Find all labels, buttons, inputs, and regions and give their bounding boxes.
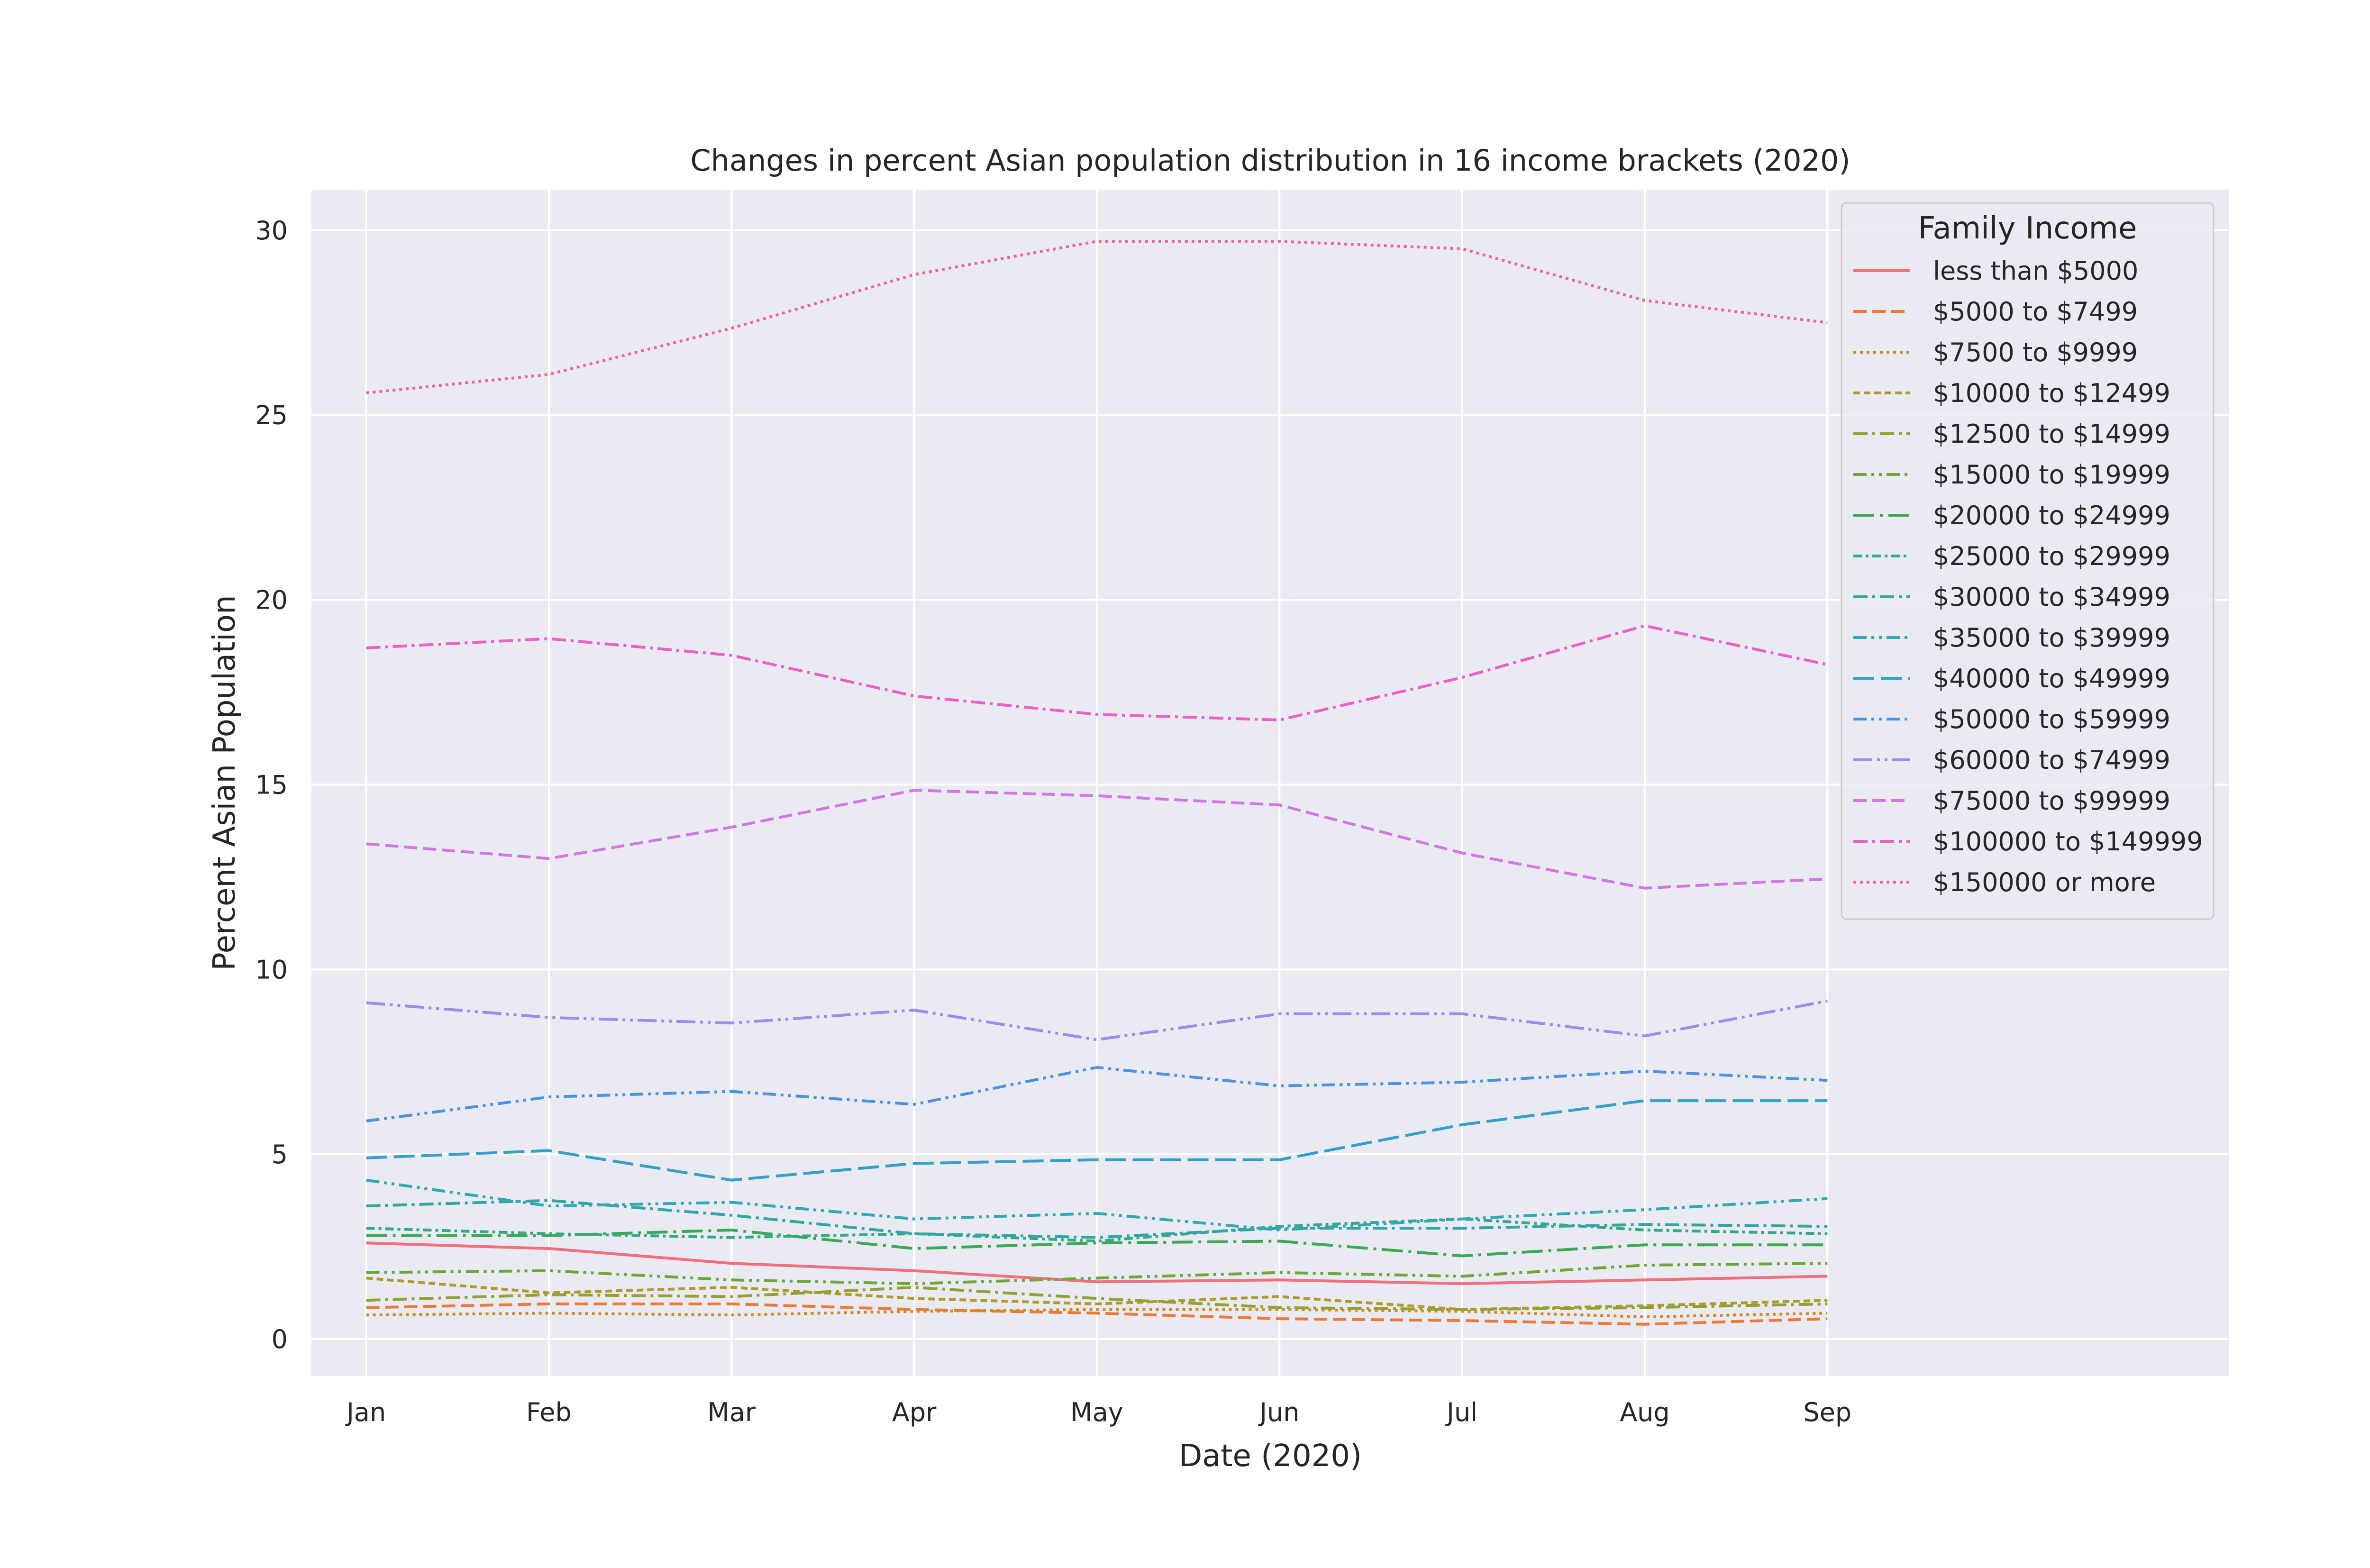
- legend-label-10: $40000 to $49999: [1933, 664, 2170, 693]
- legend-label-4: $12500 to $14999: [1933, 419, 2170, 449]
- legend-label-15: $150000 or more: [1933, 867, 2156, 897]
- series-line-1: [366, 1302, 1828, 1326]
- y-tick-label: 10: [255, 955, 288, 985]
- series-line-3: [366, 1276, 1828, 1311]
- legend-label-3: $10000 to $12499: [1933, 378, 2170, 408]
- y-tick-label: 30: [255, 216, 288, 246]
- series-layer: [366, 240, 1828, 1326]
- legend-items: less than $5000 $5000 to $7499 $7500 to $9…: [1853, 256, 2203, 897]
- legend-label-7: $25000 to $29999: [1933, 541, 2170, 571]
- legend-label-13: $75000 to $99999: [1933, 786, 2170, 816]
- x-tick-label: Jan: [345, 1397, 386, 1427]
- y-tick-label: 15: [255, 770, 288, 800]
- legend-label-11: $50000 to $59999: [1933, 704, 2170, 734]
- x-tick-label: Mar: [707, 1397, 756, 1427]
- x-tick-label: May: [1070, 1397, 1123, 1427]
- series-line-2: [366, 1308, 1828, 1319]
- series-line-5: [366, 1262, 1828, 1285]
- y-tick-label: 25: [255, 401, 288, 430]
- x-tick-label: Apr: [892, 1397, 937, 1427]
- series-line-14: [366, 624, 1828, 721]
- y-tick-labels: 0 5 10 15 20 25 30: [255, 216, 288, 1354]
- y-tick-label: 20: [255, 585, 288, 615]
- series-line-12: [366, 999, 1828, 1041]
- legend-label-5: $15000 to $19999: [1933, 460, 2170, 490]
- series-line-11: [366, 1066, 1828, 1122]
- x-tick-label: Jun: [1258, 1397, 1299, 1427]
- y-tick-label: 5: [272, 1140, 288, 1169]
- y-axis-label: Percent Asian Population: [207, 595, 242, 970]
- x-axis-label: Date (2020): [1179, 1439, 1362, 1474]
- legend-label-14: $100000 to $149999: [1933, 827, 2203, 857]
- legend-box: [1841, 202, 2215, 920]
- legend-label-6: $20000 to $24999: [1933, 501, 2170, 530]
- x-tick-labels: Jan Feb Mar Apr May Jun Jul Aug Sep: [345, 1397, 1851, 1427]
- series-line-4: [366, 1285, 1828, 1311]
- legend-title: Family Income: [1918, 211, 2137, 246]
- series-line-10: [366, 1099, 1828, 1182]
- series-line-15: [366, 240, 1828, 394]
- x-tick-label: Feb: [526, 1397, 572, 1427]
- y-tick-label: 0: [272, 1324, 288, 1354]
- series-line-7: [366, 1217, 1828, 1243]
- series-line-0: [366, 1241, 1828, 1285]
- legend-label-2: $7500 to $9999: [1933, 337, 2138, 367]
- legend-label-8: $30000 to $34999: [1933, 582, 2170, 612]
- x-tick-label: Jul: [1445, 1397, 1477, 1427]
- legend-label-0: less than $5000: [1933, 256, 2138, 286]
- legend-label-1: $5000 to $7499: [1933, 297, 2138, 327]
- series-line-9: [366, 1178, 1828, 1231]
- legend: Family Income less than $5000 $5000 to $7…: [1841, 202, 2215, 920]
- series-line-6: [366, 1229, 1828, 1258]
- x-tick-label: Aug: [1620, 1397, 1669, 1427]
- x-tick-label: Sep: [1803, 1397, 1851, 1427]
- legend-label-9: $35000 to $39999: [1933, 623, 2170, 653]
- series-line-13: [366, 789, 1828, 890]
- legend-label-12: $60000 to $74999: [1933, 745, 2170, 775]
- chart-title: Changes in percent Asian population dist…: [690, 143, 1850, 178]
